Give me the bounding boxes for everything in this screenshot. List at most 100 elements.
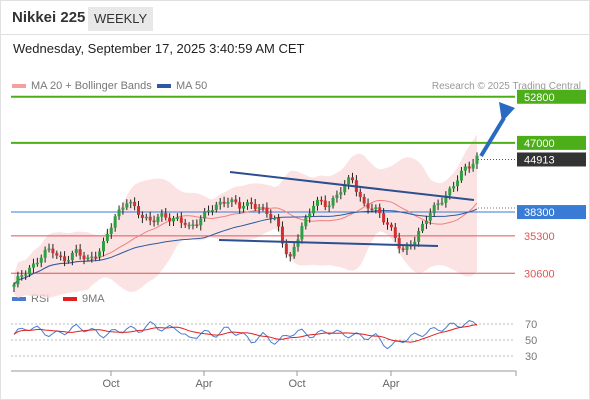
candle-body [444, 195, 448, 203]
candle-body [125, 203, 129, 208]
header: Nikkei 225 WEEKLY [0, 0, 590, 34]
candle-body [137, 206, 141, 215]
candle-body [350, 177, 354, 181]
candle-body [82, 255, 86, 260]
ma20-line [13, 199, 478, 285]
level-box-38300 [517, 205, 586, 220]
candle-body [74, 249, 78, 253]
ma9-swatch [63, 297, 77, 302]
timeframe-button[interactable]: WEEKLY [88, 7, 154, 31]
level-label-38300: 38300 [524, 207, 555, 219]
level-label-35300: 35300 [524, 231, 555, 243]
candle-body [339, 192, 343, 195]
candle-body [222, 201, 226, 204]
candle-body [471, 163, 475, 169]
candle-body [315, 199, 319, 206]
candle-body [12, 284, 16, 287]
ma20-swatch [12, 84, 26, 89]
candle-body [183, 222, 187, 225]
trendlines [218, 102, 515, 247]
candle-body [397, 238, 401, 249]
source-credit: Research © 2025 Trading Central [431, 81, 581, 92]
candle-body [386, 222, 390, 225]
candle-body [242, 205, 246, 209]
candle-body [366, 203, 370, 209]
candle-body [51, 248, 55, 254]
candle-body [109, 227, 113, 234]
candle-body [475, 155, 479, 164]
rsi-tick: 50 [525, 335, 537, 347]
candle-body [428, 213, 432, 221]
candle-body [288, 254, 292, 257]
candle-body [261, 207, 265, 209]
projection-arrow-head [499, 102, 515, 122]
ma50-label: MA 50 [176, 80, 208, 92]
candle-body [20, 275, 24, 277]
candle-body [226, 202, 230, 204]
candle-body [456, 180, 460, 187]
candle-body [269, 213, 273, 219]
candle-body [179, 217, 183, 223]
candle-body [393, 227, 397, 239]
level-box-44913 [517, 152, 586, 167]
candle-body [98, 251, 102, 257]
candle-body [253, 203, 257, 209]
ma9-label: 9MA [82, 293, 105, 305]
candle-body [66, 260, 70, 262]
header-divider [0, 34, 590, 35]
candle-body [35, 262, 39, 265]
time-tick-label: Apr [382, 378, 399, 390]
candle-body [113, 216, 117, 228]
candle-body [94, 256, 98, 259]
candle-body [175, 217, 179, 219]
bollinger-band [14, 134, 477, 299]
candle-body [16, 276, 20, 285]
candle-body [413, 241, 417, 246]
candlesticks [12, 152, 479, 292]
candle-body [218, 201, 222, 205]
candle-body [335, 194, 339, 199]
candle-body [245, 202, 249, 206]
level-label-47000: 47000 [524, 138, 555, 150]
legend-ma50: MA 50 [157, 80, 207, 92]
legend-ma20: MA 20 + Bollinger Bands [12, 80, 152, 92]
candle-body [101, 241, 105, 252]
candle-body [121, 207, 125, 210]
candle-body [172, 218, 176, 222]
candle-body [199, 218, 203, 226]
candle-body [191, 224, 195, 226]
level-box-47000 [517, 135, 586, 150]
time-tick-label: Oct [288, 378, 305, 390]
time-tick-label: Oct [102, 378, 119, 390]
candle-body [362, 196, 366, 204]
candle-body [277, 217, 281, 227]
candle-body [144, 216, 148, 219]
candle-body [230, 199, 234, 203]
candle-body [195, 224, 199, 226]
candle-body [187, 224, 191, 227]
candle-body [358, 191, 362, 197]
candle-body [249, 202, 253, 204]
candle-body [273, 217, 277, 220]
price-levels [11, 95, 515, 274]
candle-body [168, 217, 172, 222]
candle-body [257, 207, 261, 209]
candle-body [59, 255, 63, 258]
lower-trendline [218, 239, 439, 247]
candle-body [129, 201, 133, 204]
candle-body [401, 248, 405, 251]
candle-body [405, 244, 409, 250]
candle-body [164, 213, 168, 218]
candle-body [382, 213, 386, 223]
candle-body [24, 274, 28, 276]
moving-averages [13, 199, 478, 285]
candle-body [105, 233, 109, 242]
ma20-label: MA 20 + Bollinger Bands [31, 80, 152, 92]
candle-body [90, 256, 94, 259]
candle-body [323, 200, 327, 207]
candle-body [86, 257, 90, 260]
candle-body [39, 257, 43, 263]
candle-body [300, 226, 304, 240]
candle-body [319, 199, 323, 202]
